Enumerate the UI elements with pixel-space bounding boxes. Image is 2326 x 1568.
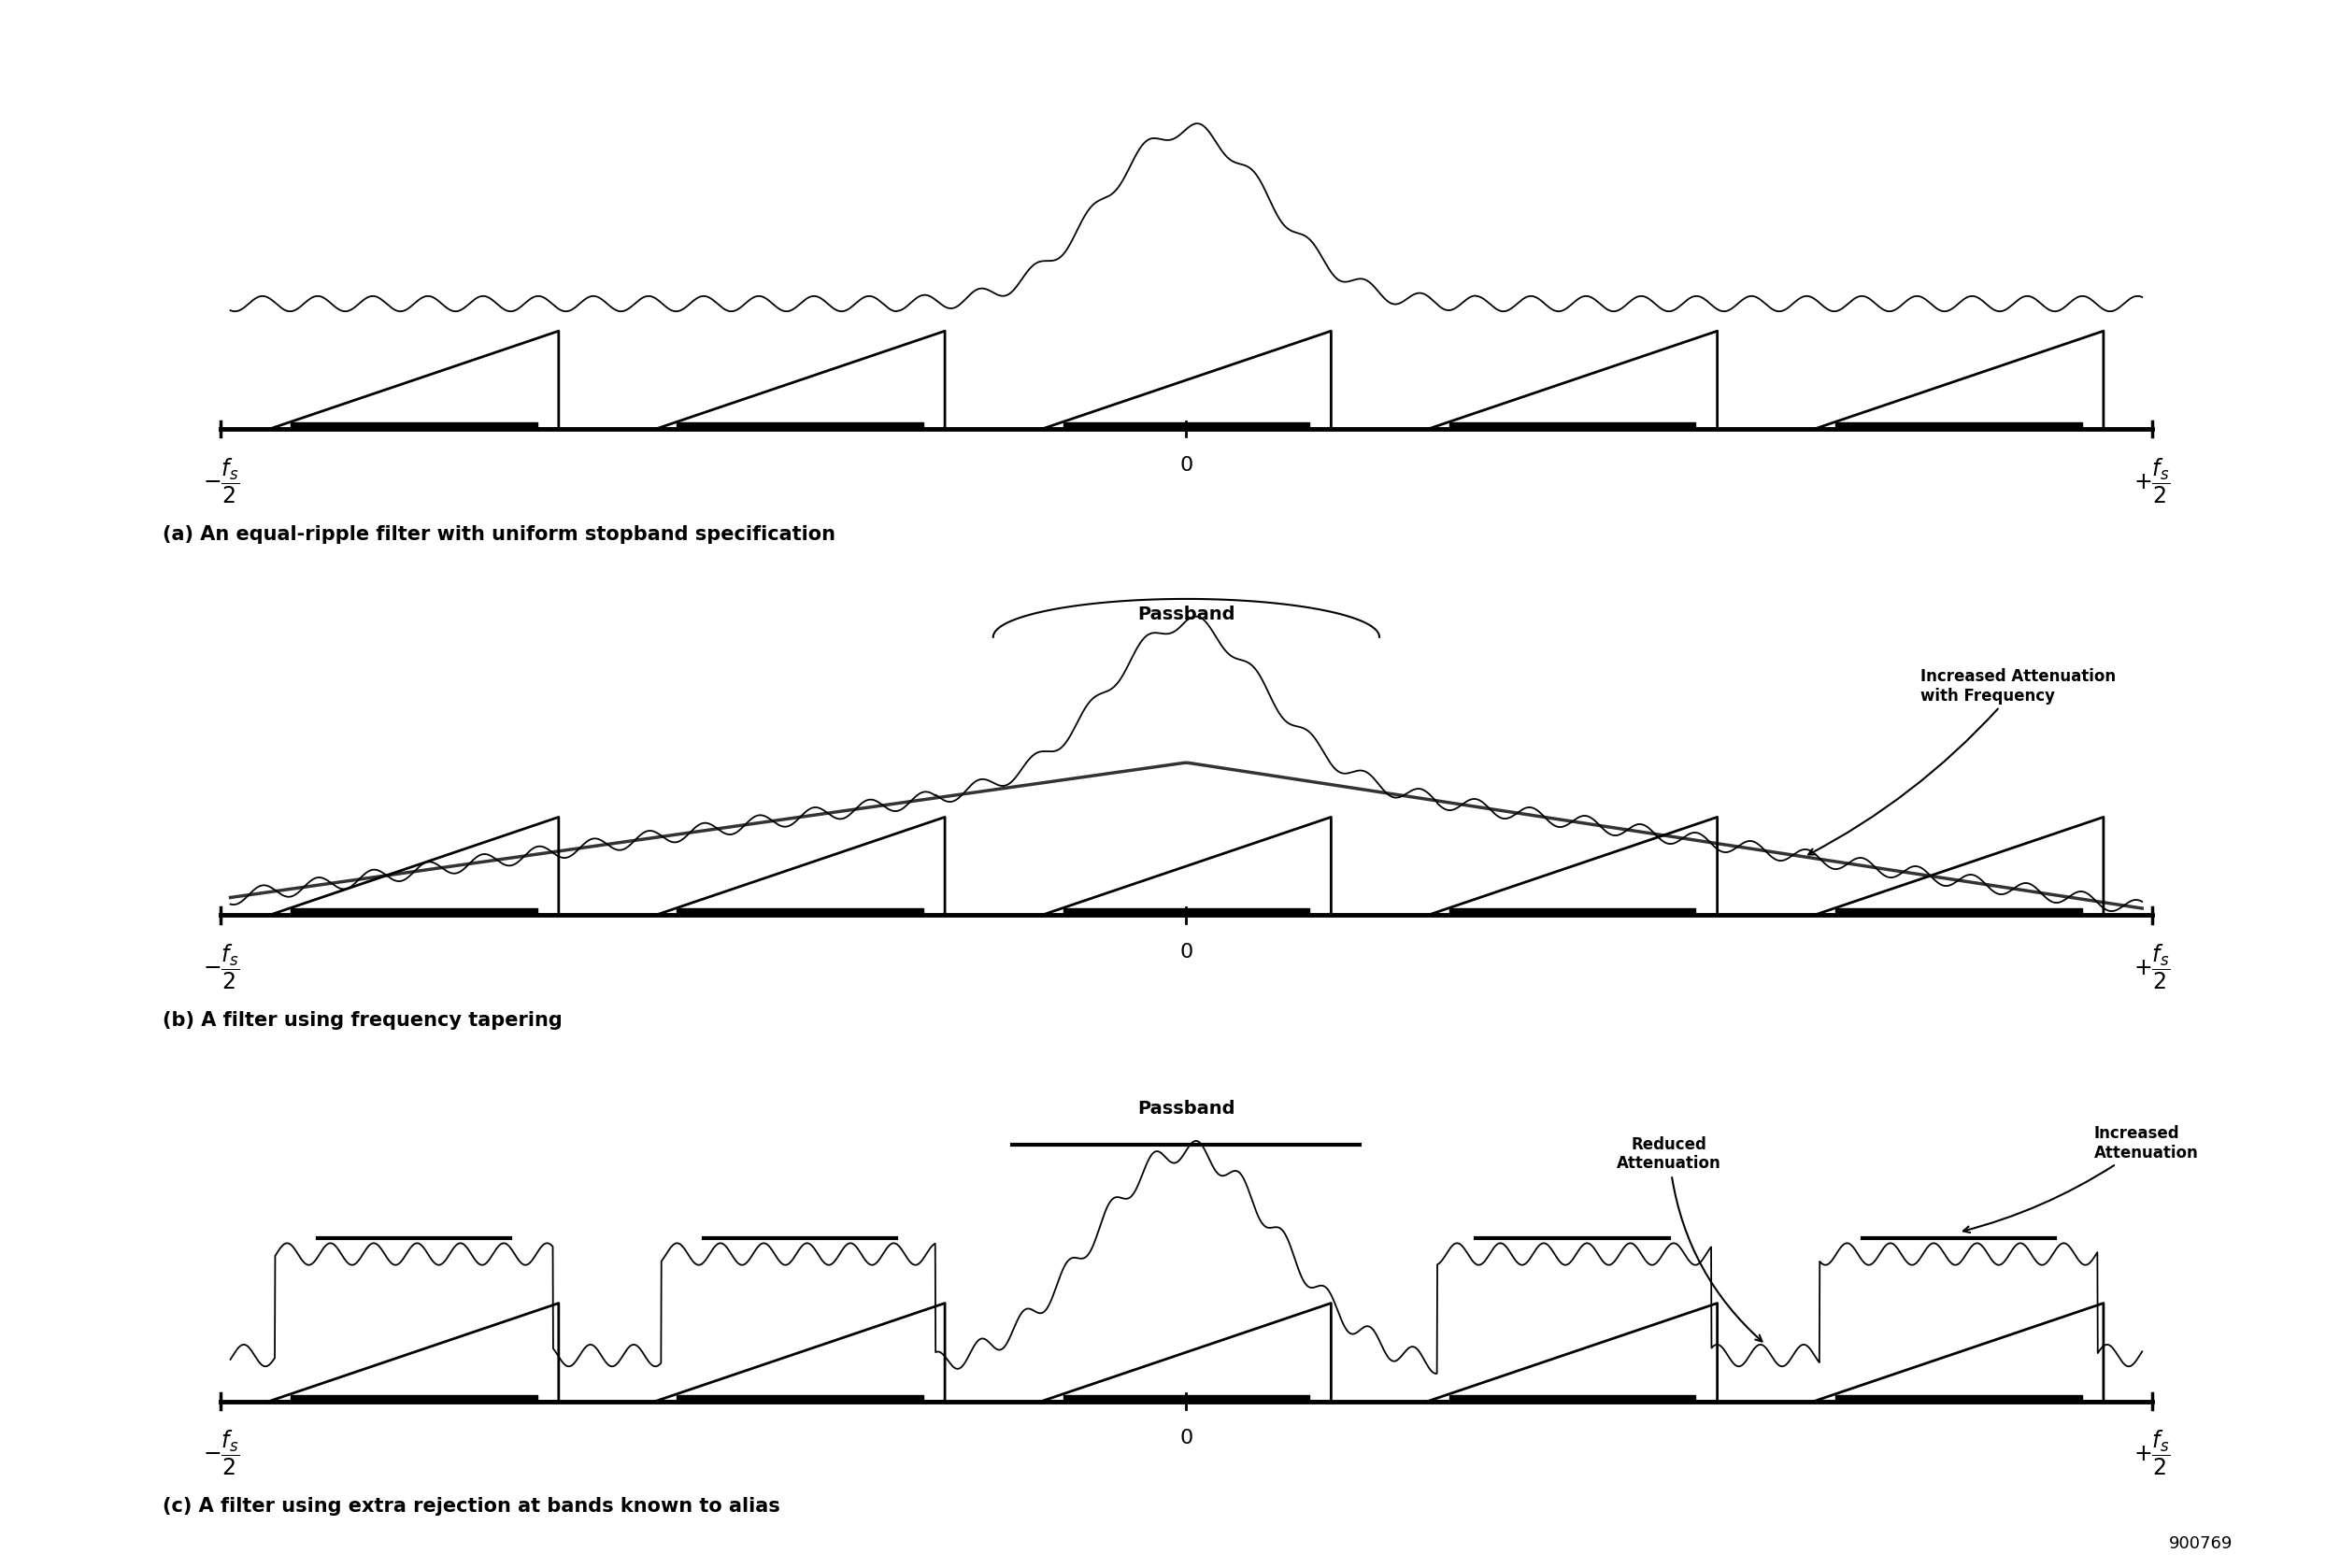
Polygon shape [1449,909,1696,916]
Polygon shape [1449,1396,1696,1402]
Text: $-\dfrac{f_s}{2}$: $-\dfrac{f_s}{2}$ [202,1428,240,1477]
Text: $-\dfrac{f_s}{2}$: $-\dfrac{f_s}{2}$ [202,942,240,991]
Polygon shape [291,909,537,916]
Polygon shape [1063,1396,1310,1402]
Polygon shape [677,1396,923,1402]
Text: (c) A filter using extra rejection at bands known to alias: (c) A filter using extra rejection at ba… [163,1497,779,1516]
Text: Passband: Passband [1137,1101,1235,1118]
Text: Increased
Attenuation: Increased Attenuation [1963,1126,2198,1232]
Polygon shape [1063,423,1310,430]
Text: Increased Attenuation
with Frequency: Increased Attenuation with Frequency [1807,668,2114,855]
Text: $+\dfrac{f_s}{2}$: $+\dfrac{f_s}{2}$ [2133,456,2170,505]
Text: $0$: $0$ [1179,942,1193,961]
Text: (b) A filter using frequency tapering: (b) A filter using frequency tapering [163,1011,563,1030]
Text: Reduced
Attenuation: Reduced Attenuation [1617,1135,1763,1341]
Text: $0$: $0$ [1179,1428,1193,1447]
Polygon shape [1835,1396,2082,1402]
Polygon shape [1449,423,1696,430]
Text: Passband: Passband [1137,605,1235,622]
Polygon shape [1063,909,1310,916]
Polygon shape [1835,909,2082,916]
Polygon shape [291,423,537,430]
Text: $+\dfrac{f_s}{2}$: $+\dfrac{f_s}{2}$ [2133,1428,2170,1477]
Text: $0$: $0$ [1179,456,1193,475]
Text: 900769: 900769 [2170,1535,2233,1552]
Polygon shape [1835,423,2082,430]
Text: $-\dfrac{f_s}{2}$: $-\dfrac{f_s}{2}$ [202,456,240,505]
Text: (a) An equal-ripple filter with uniform stopband specification: (a) An equal-ripple filter with uniform … [163,525,835,544]
Text: $+\dfrac{f_s}{2}$: $+\dfrac{f_s}{2}$ [2133,942,2170,991]
Polygon shape [291,1396,537,1402]
Polygon shape [677,423,923,430]
Polygon shape [677,909,923,916]
